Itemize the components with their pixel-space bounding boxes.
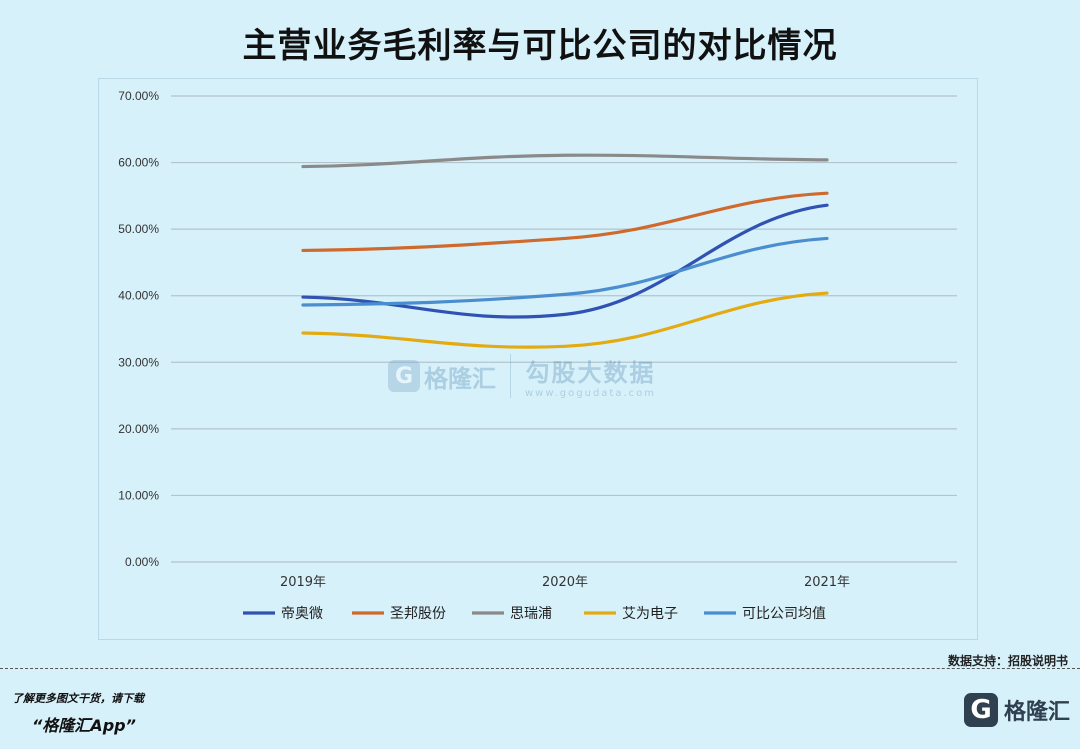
x-tick-label: 2021年 (804, 575, 850, 590)
x-tick-label: 2019年 (280, 575, 326, 590)
series-line (301, 236, 829, 307)
series-line (301, 191, 829, 253)
y-tick-label: 10.00% (118, 488, 159, 502)
brand-logo: G 格隆汇 (963, 690, 1070, 730)
y-tick-label: 30.00% (118, 355, 159, 369)
legend-label: 圣邦股份 (390, 606, 446, 622)
chart-area: 0.00% 10.00% 20.00% 30.00% 40.00% 50.00% 60.00… (98, 78, 978, 640)
data-source: 数据支持：招股说明书 (947, 654, 1068, 668)
line-chart: 0.00% 10.00% 20.00% 30.00% 40.00% 50.00% 60.00… (118, 89, 957, 622)
series-line (301, 291, 829, 349)
legend-label: 帝奥微 (281, 605, 323, 622)
series-line (301, 153, 829, 169)
brand-g-icon: G (963, 693, 998, 727)
y-tick-label: 40.00% (118, 289, 159, 303)
legend-label: 艾为电子 (622, 606, 678, 622)
y-tick-label: 0.00% (125, 555, 159, 569)
x-tick-label: 2020年 (542, 575, 588, 590)
footer-app-name: “格隆汇App” (32, 716, 136, 735)
footer-divider (0, 668, 1080, 669)
chart-title: 主营业务毛利率与可比公司的对比情况 (242, 26, 838, 66)
legend-label: 可比公司均值 (742, 606, 826, 622)
series-line (301, 203, 829, 319)
footer-note: 了解更多图文干货，请下载 (12, 692, 144, 705)
y-tick-label: 20.00% (118, 422, 159, 436)
y-tick-label: 70.00% (118, 89, 159, 103)
y-tick-label: 50.00% (118, 222, 159, 236)
legend-label: 思瑞浦 (510, 606, 552, 622)
brand-name: 格隆汇 (1003, 700, 1070, 725)
y-tick-label: 60.00% (118, 156, 159, 170)
